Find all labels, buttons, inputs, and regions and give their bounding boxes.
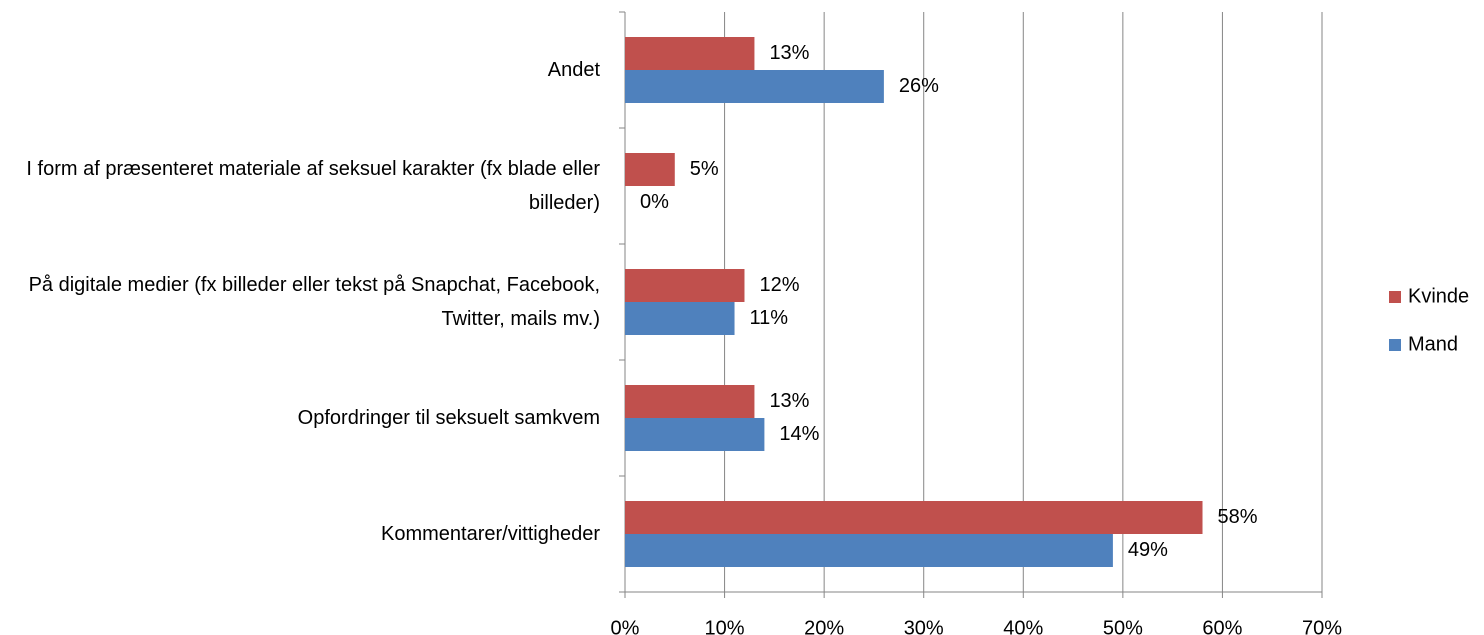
value-label: 0%	[640, 191, 669, 213]
x-tick-label: 0%	[611, 617, 640, 635]
category-label: Opfordringer til seksuelt samkvem	[297, 407, 600, 429]
x-tick-label: 50%	[1103, 617, 1143, 635]
category-label: Andet	[547, 59, 600, 81]
legend-swatch	[1389, 339, 1401, 351]
category-label: I form af præsenteret materiale af seksu…	[26, 158, 600, 214]
value-label: 12%	[759, 274, 799, 296]
x-tick-label: 60%	[1202, 617, 1242, 635]
value-label: 11%	[750, 307, 789, 329]
bar	[625, 70, 884, 103]
x-tick-label: 40%	[1003, 617, 1043, 635]
bar	[625, 153, 675, 186]
x-tick-label: 70%	[1302, 617, 1342, 635]
bar	[625, 501, 1203, 534]
legend-label: Mand	[1408, 333, 1458, 355]
value-label: 13%	[769, 42, 809, 64]
x-tick-label: 20%	[804, 617, 844, 635]
bar	[625, 269, 745, 302]
value-label: 49%	[1128, 539, 1168, 561]
category-label: På digitale medier (fx billeder eller te…	[28, 274, 600, 330]
bar	[625, 534, 1113, 567]
bar	[625, 385, 755, 418]
x-tick-label: 10%	[705, 617, 745, 635]
bar	[625, 418, 765, 451]
bar	[625, 302, 735, 335]
legend-swatch	[1389, 291, 1401, 303]
value-label: 58%	[1218, 506, 1258, 528]
value-label: 14%	[779, 423, 819, 445]
value-label: 26%	[899, 75, 939, 97]
x-tick-label: 30%	[904, 617, 944, 635]
category-label: Kommentarer/vittigheder	[381, 523, 600, 545]
value-label: 5%	[690, 158, 719, 180]
value-label: 13%	[769, 390, 809, 412]
bar	[625, 37, 755, 70]
legend-label: Kvinde	[1408, 285, 1469, 307]
